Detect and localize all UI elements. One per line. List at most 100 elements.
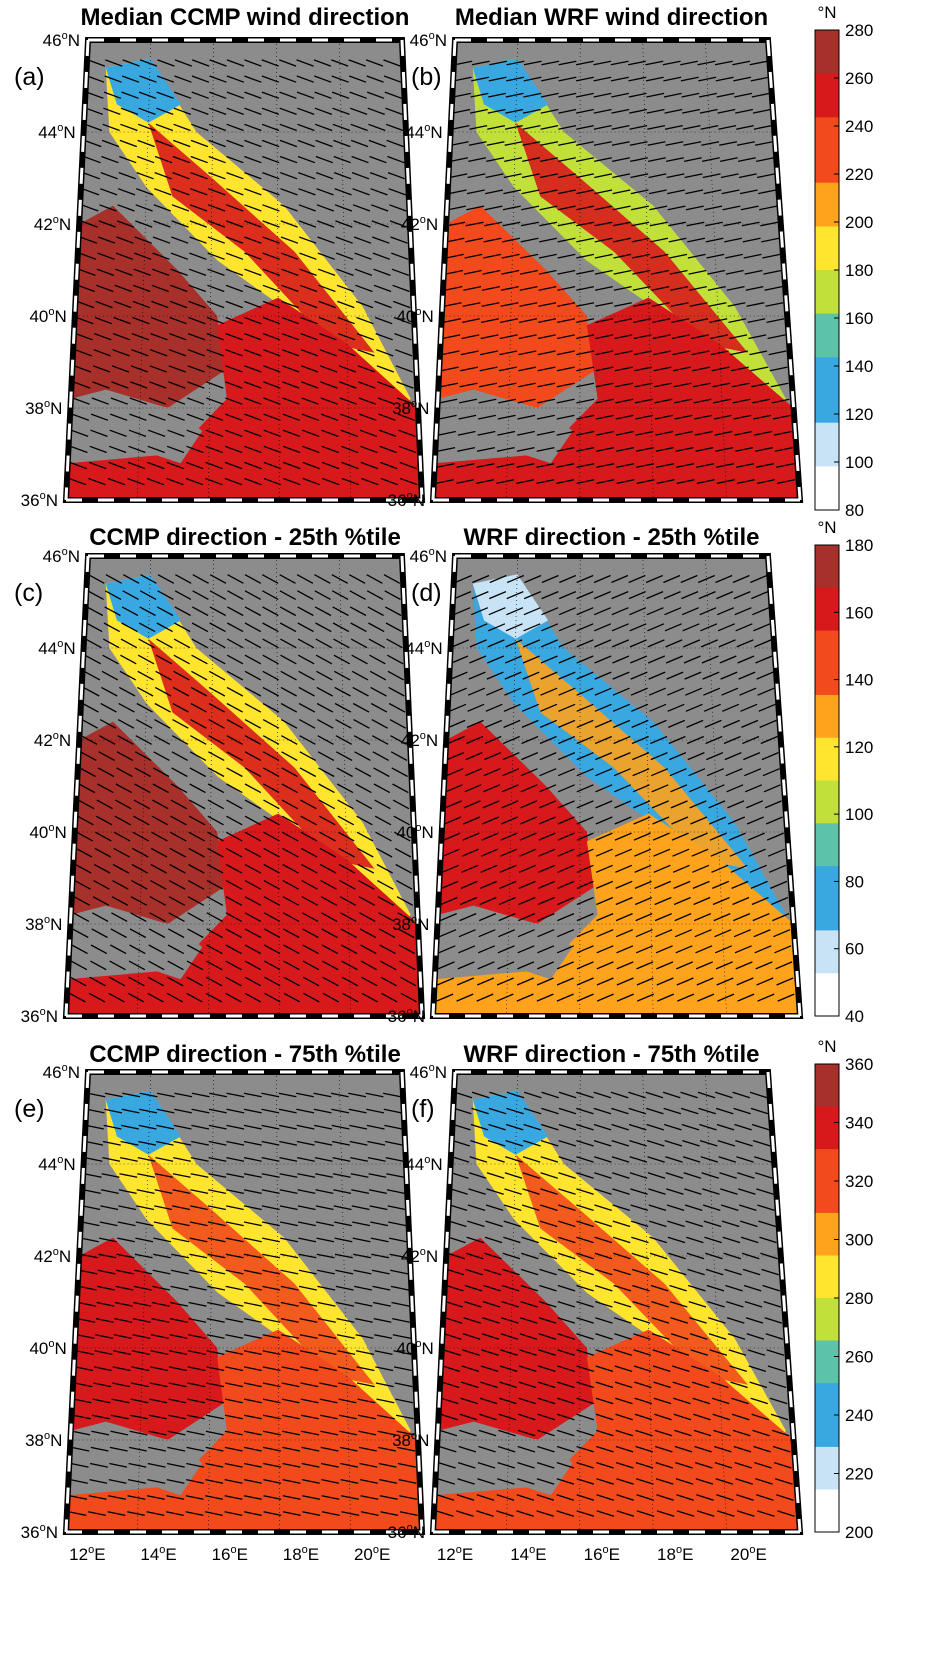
longitude-label: 16oE <box>584 1544 620 1564</box>
colorbar-tick: 240 <box>845 1406 873 1425</box>
map-panel-d: WRF direction - 25th %tile (d) 46oN 44oN 42o… <box>388 524 804 1026</box>
latitude-label: 44oN <box>38 1154 75 1174</box>
colorbar-tick: 80 <box>845 501 864 520</box>
latitude-label: 38oN <box>25 398 62 418</box>
latitude-label: 40oN <box>29 306 66 326</box>
map-frame <box>62 37 426 503</box>
graticule <box>437 1072 794 1532</box>
longitude-label: 14oE <box>140 1544 176 1564</box>
colorbar-tick: 180 <box>845 261 873 280</box>
map-panel-e: CCMP direction - 75th %tile (e) 46oN 44oN 42… <box>14 1041 426 1564</box>
latitude-label: 46oN <box>43 1062 80 1082</box>
colorbar-tick: 200 <box>845 1523 873 1542</box>
map-panels: Median CCMP wind direction (a) 46oN 44oN 42o… <box>14 4 804 1564</box>
map-frame <box>429 553 804 1019</box>
latitude-label: 42oN <box>34 730 71 750</box>
colorbar-3: °N 360 340 320 300 280 260 240 220 200 <box>814 1037 873 1542</box>
panel-label: (d) <box>411 579 442 607</box>
latitude-label: 44oN <box>405 638 442 658</box>
latitude-label: 42oN <box>401 214 438 234</box>
colorbar-tick: 220 <box>845 1465 873 1484</box>
latitude-label: 36oN <box>21 1006 58 1026</box>
latitude-label: 36oN <box>388 490 425 510</box>
latitude-label: 36oN <box>21 1522 58 1542</box>
latitude-label: 46oN <box>43 30 80 50</box>
ionian-sea <box>66 813 422 1016</box>
latitude-label: 44oN <box>38 638 75 658</box>
colorbar-tick: 260 <box>845 1348 873 1367</box>
sicily <box>83 1430 203 1496</box>
graticule <box>437 40 794 500</box>
colorbar-tick: 180 <box>845 536 873 555</box>
map-panel-a: Median CCMP wind direction (a) 46oN 44oN 42o… <box>14 4 426 510</box>
latitude-label: 36oN <box>388 1522 425 1542</box>
latitude-label: 38oN <box>392 398 429 418</box>
graticule <box>70 40 418 500</box>
colorbar-tick: 140 <box>845 671 873 690</box>
map-panel-b: Median WRF wind direction (b) 46oN 44oN 42oN… <box>388 4 804 510</box>
colorbar-tick: 100 <box>845 805 873 824</box>
colorbar-tick: 240 <box>845 117 873 136</box>
longitude-label: 12oE <box>437 1544 473 1564</box>
longitude-label: 20oE <box>730 1544 766 1564</box>
map-frame <box>429 1069 804 1535</box>
tyrrhenian-sea <box>437 721 594 924</box>
graticule <box>70 1072 418 1532</box>
colorbar-tick: 320 <box>845 1172 873 1191</box>
longitude-label: 20oE <box>354 1544 390 1564</box>
latitude-label: 38oN <box>25 1430 62 1450</box>
colorbar-tick: 280 <box>845 1289 873 1308</box>
map-frame <box>62 1069 426 1535</box>
map-panel-c: CCMP direction - 25th %tile (c)46oN 44oN 42… <box>14 524 426 1026</box>
colorbar-tick: 340 <box>845 1114 873 1133</box>
longitude-label: 14oE <box>510 1544 546 1564</box>
latitude-label: 44oN <box>38 122 75 142</box>
latitude-label: 40oN <box>396 1338 433 1358</box>
longitude-label: 12oE <box>69 1544 105 1564</box>
colorbar-tick: 120 <box>845 738 873 757</box>
ionian-sea <box>433 813 800 1016</box>
latitude-label: 42oN <box>34 1246 71 1266</box>
panel-label: (c) <box>14 579 43 607</box>
colorbar-tick: 280 <box>845 21 873 40</box>
wind-arrows <box>68 1092 418 1517</box>
wind-arrows <box>436 1091 795 1517</box>
wind-arrows <box>69 574 418 1003</box>
colorbar-tick: 80 <box>845 872 864 891</box>
latitude-label: 40oN <box>396 306 433 326</box>
latitude-label: 44oN <box>405 122 442 142</box>
sicily <box>450 398 573 464</box>
longitude-label: 18oE <box>657 1544 693 1564</box>
ionian-sea <box>66 297 422 500</box>
colorbar-1: °N 280 260 240 220 200 180 160 140 120 100 80 <box>814 3 873 520</box>
colorbar-unit: °N <box>817 1037 836 1056</box>
panel-title: CCMP direction - 25th %tile <box>89 524 401 551</box>
colorbar-tick: 120 <box>845 405 873 424</box>
latitude-label: 36oN <box>21 490 58 510</box>
tyrrhenian-sea <box>70 721 224 924</box>
map-frame <box>429 37 804 503</box>
graticule <box>437 556 794 1016</box>
latitude-label: 40oN <box>396 822 433 842</box>
panel-label: (b) <box>411 63 442 91</box>
colorbar-tick: 40 <box>845 1007 864 1026</box>
panel-title: CCMP direction - 75th %tile <box>89 1041 401 1068</box>
panel-title: Median WRF wind direction <box>455 4 768 31</box>
colorbar-tick: 100 <box>845 453 873 472</box>
colorbar-2: °N 180 160 140 120 100 80 60 40 <box>814 518 873 1026</box>
latitude-label: 46oN <box>410 1062 447 1082</box>
longitude-label: 16oE <box>212 1544 248 1564</box>
ionian-sea <box>433 297 800 500</box>
latitude-label: 40oN <box>29 1338 66 1358</box>
latitude-label: 38oN <box>392 1430 429 1450</box>
latitude-label: 38oN <box>25 914 62 934</box>
colorbar-tick: 160 <box>845 309 873 328</box>
graticule <box>70 556 418 1016</box>
colorbars: °N 280 260 240 220 200 180 160 140 120 100 80 °N 180 1… <box>814 3 873 1542</box>
latitude-label: 42oN <box>401 730 438 750</box>
latitude-label: 46oN <box>410 546 447 566</box>
panel-title: WRF direction - 25th %tile <box>463 524 759 551</box>
tyrrhenian-sea <box>437 205 594 408</box>
latitude-label: 46oN <box>43 546 80 566</box>
latitude-label: 38oN <box>392 914 429 934</box>
